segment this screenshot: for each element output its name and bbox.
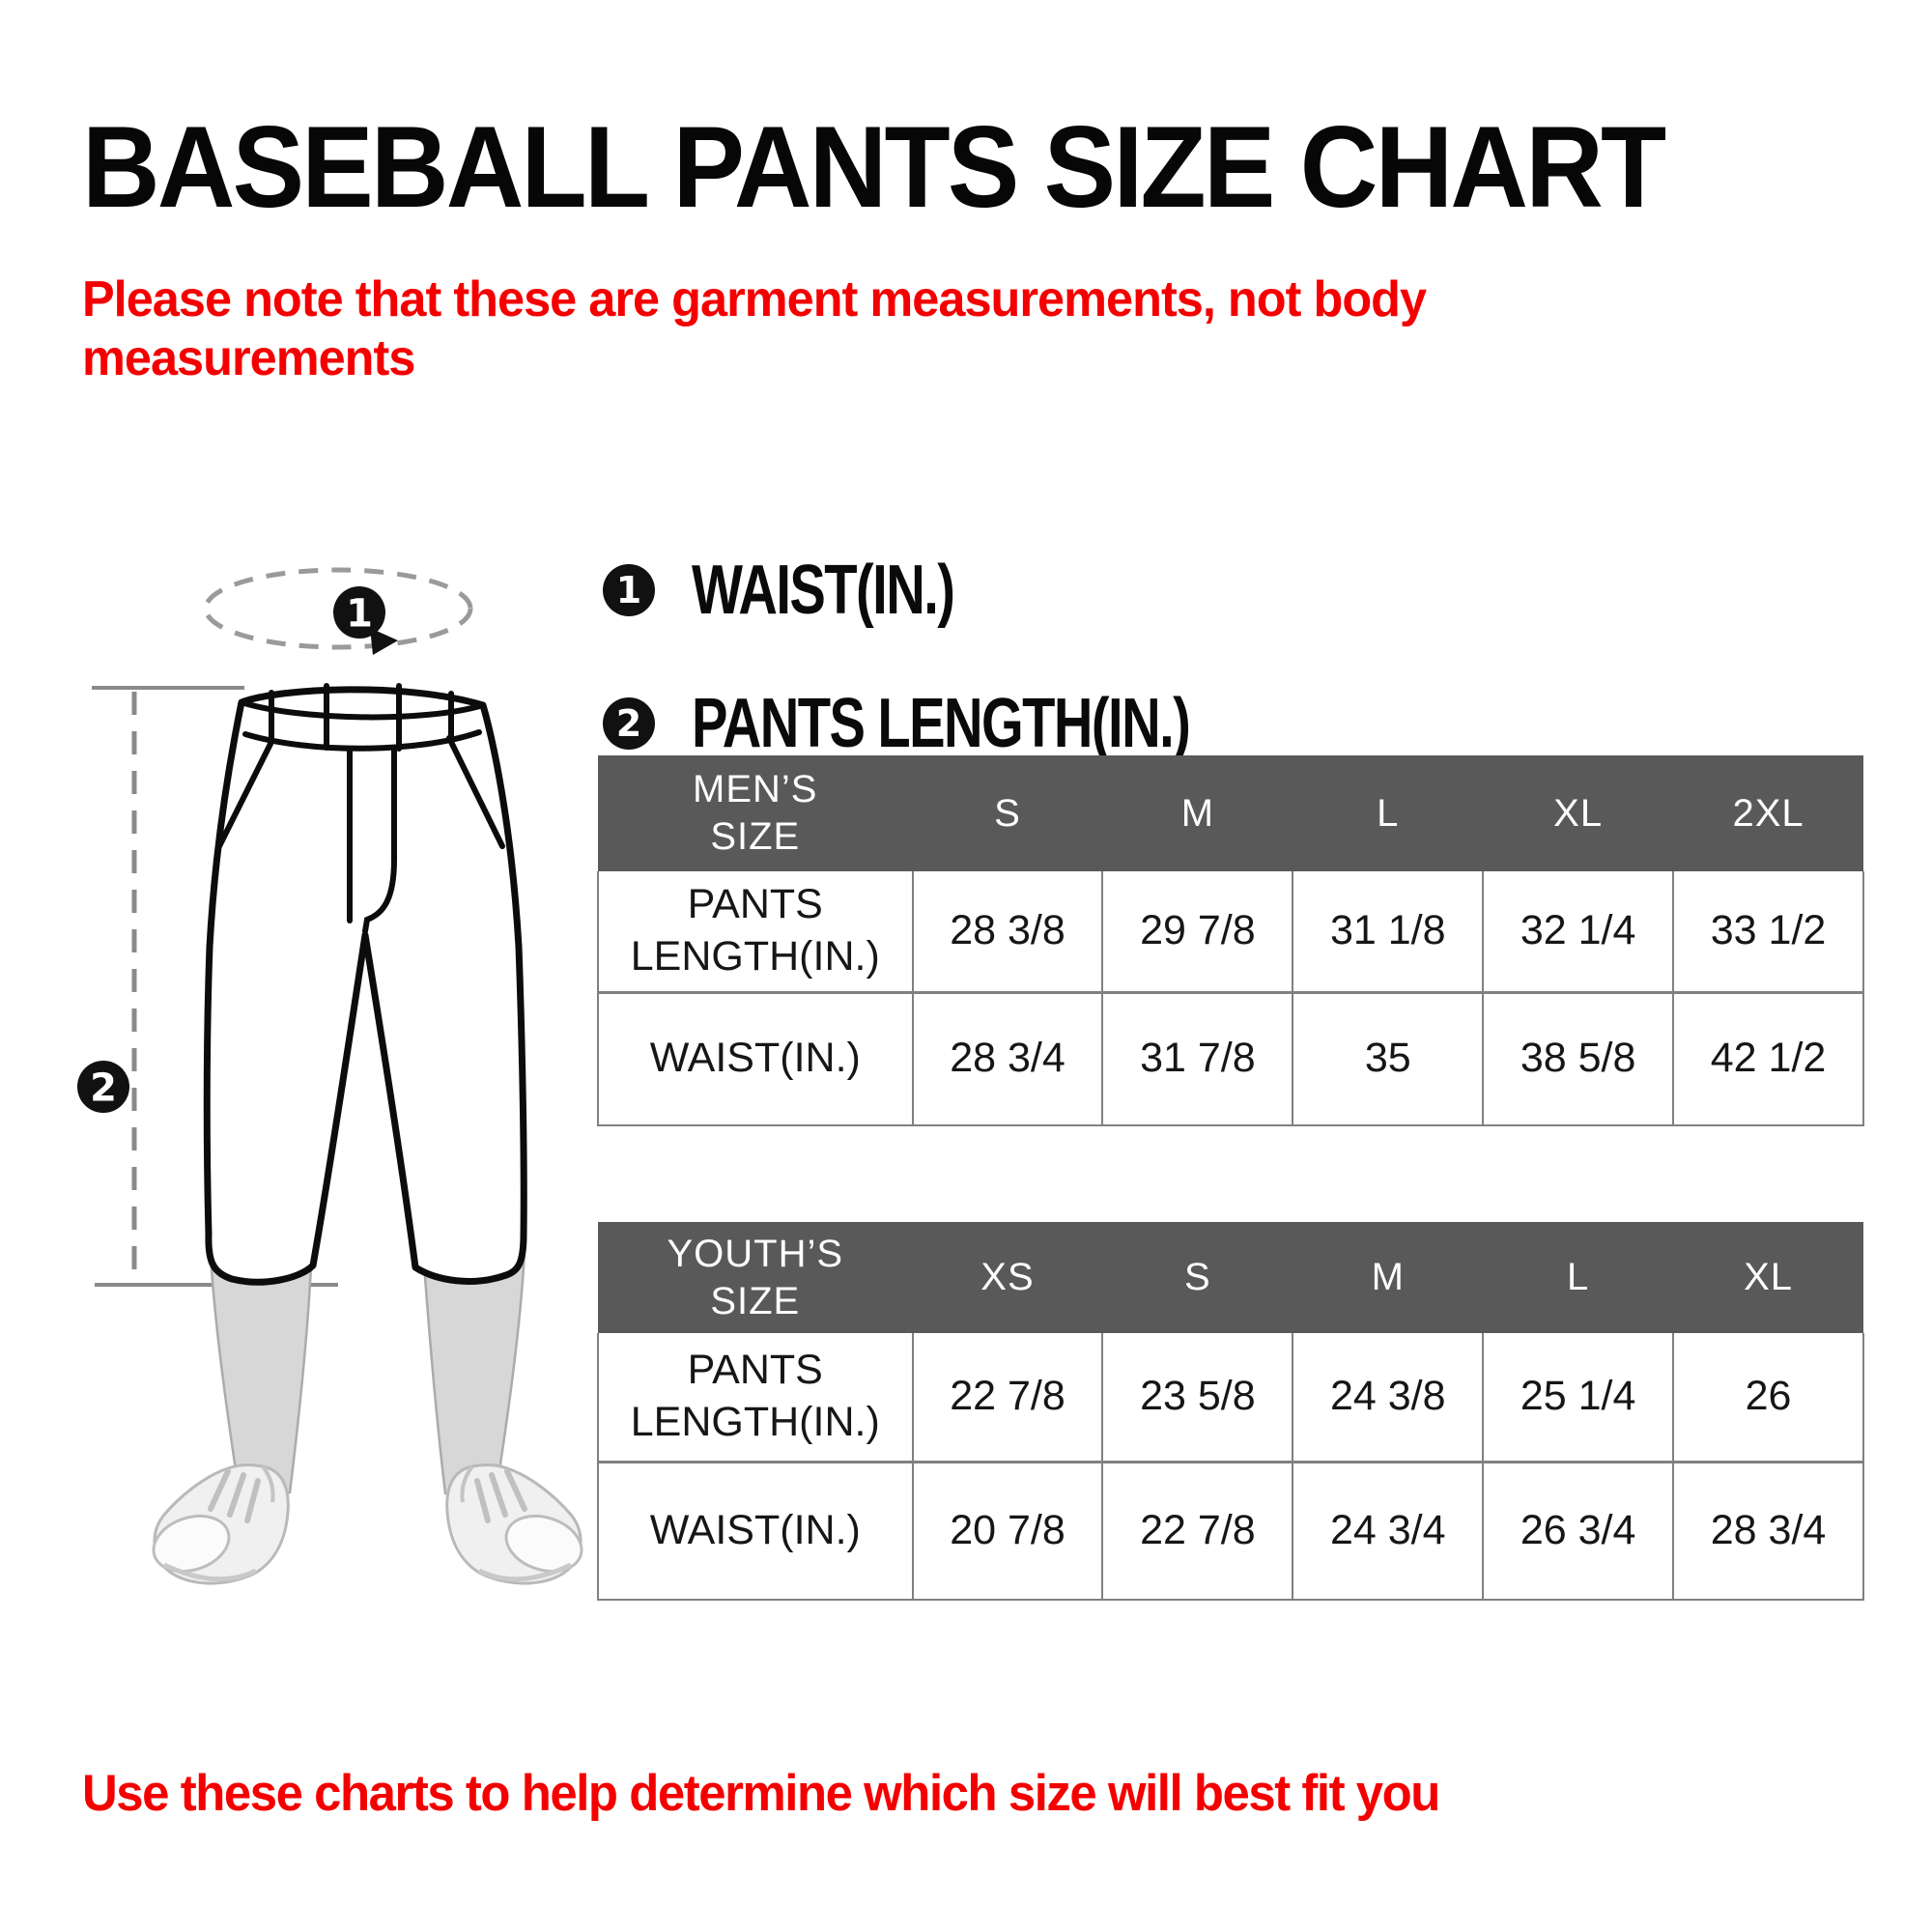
mens-column-header-L: L xyxy=(1293,755,1484,871)
mens-column-header-2XL: 2XL xyxy=(1673,755,1863,871)
youths-cell-r0-c4: 26 xyxy=(1672,1333,1864,1463)
mens-row-0: PANTS LENGTH(IN.) 28 3/8 29 7/8 31 1/8 32 1/… xyxy=(597,871,1864,993)
footer-note: Use these charts to help determine which… xyxy=(82,1765,1440,1822)
page-title: BASEBALL PANTS SIZE CHART xyxy=(82,102,1666,232)
mens-cell-r0-c3: 32 1/4 xyxy=(1482,871,1675,993)
garment-measurement-note: Please note that these are garment measu… xyxy=(82,271,1427,387)
youths-cell-r1-c1: 22 7/8 xyxy=(1101,1460,1294,1601)
youths-cell-r0-c2: 24 3/8 xyxy=(1292,1333,1485,1463)
youths-cell-r0-c3: 25 1/4 xyxy=(1482,1333,1675,1463)
youths-column-header-L: L xyxy=(1483,1222,1674,1333)
left-sneaker xyxy=(152,1463,290,1585)
youths-cell-r1-c3: 26 3/4 xyxy=(1482,1460,1675,1601)
pants-measurement-diagram: 1 2 xyxy=(77,567,583,1585)
youths-cell-r1-c4: 28 3/4 xyxy=(1672,1460,1864,1601)
youths-column-header-M: M xyxy=(1293,1222,1484,1333)
mens-row-1: WAIST(IN.) 28 3/4 31 7/8 35 38 5/8 42 1/2 xyxy=(597,990,1864,1126)
pocket-seams xyxy=(216,735,505,849)
youths-size-table: YOUTH’S SIZE XS S M L XL PANTS LENGTH(IN.) 22 7… xyxy=(597,1222,1864,1601)
right-sock xyxy=(422,1249,526,1501)
legend-item-pants-length: 2 PANTS LENGTH(IN.) xyxy=(603,684,1330,763)
mens-column-header-XL: XL xyxy=(1483,755,1674,871)
youths-column-header-XS: XS xyxy=(912,1222,1103,1333)
mens-corner-label: MEN’S SIZE xyxy=(598,755,913,871)
svg-text:1: 1 xyxy=(346,591,373,636)
youths-row-0: PANTS LENGTH(IN.) 22 7/8 23 5/8 24 3/8 25 1/… xyxy=(597,1333,1864,1463)
measurement-legend: 1 WAIST(IN.) 2 PANTS LENGTH(IN.) xyxy=(603,551,1330,817)
mens-column-header-M: M xyxy=(1102,755,1293,871)
mens-size-table: MEN’S SIZE S M L XL 2XL PANTS LENGTH(IN.) 28 3/… xyxy=(597,755,1864,1126)
marker-1-badge: 1 xyxy=(333,586,385,639)
youths-column-header-XL: XL xyxy=(1673,1222,1863,1333)
number-1-badge: 1 xyxy=(603,564,655,616)
mens-cell-r1-c3: 38 5/8 xyxy=(1482,990,1675,1126)
legend-label-pants-length: PANTS LENGTH(IN.) xyxy=(692,685,1191,762)
youths-row-label-1: WAIST(IN.) xyxy=(597,1460,914,1601)
mens-cell-r1-c1: 31 7/8 xyxy=(1101,990,1294,1126)
mens-row-label-0: PANTS LENGTH(IN.) xyxy=(597,871,914,993)
youths-cell-r1-c2: 24 3/4 xyxy=(1292,1460,1485,1601)
mens-row-label-1: WAIST(IN.) xyxy=(597,990,914,1126)
youths-cell-r1-c0: 20 7/8 xyxy=(911,1460,1104,1601)
waist-arrow-icon xyxy=(370,628,398,655)
youths-cell-r0-c0: 22 7/8 xyxy=(911,1333,1104,1463)
left-sock xyxy=(209,1252,313,1500)
waist-circumference-ellipse xyxy=(203,567,473,650)
marker-2-badge: 2 xyxy=(77,1061,129,1113)
mens-column-header-S: S xyxy=(912,755,1103,871)
mens-cell-r0-c1: 29 7/8 xyxy=(1101,871,1294,993)
right-sneaker xyxy=(445,1463,583,1585)
youths-row-label-0: PANTS LENGTH(IN.) xyxy=(597,1333,914,1463)
youths-column-header-S: S xyxy=(1102,1222,1293,1333)
pants-outline xyxy=(203,686,527,1286)
mens-cell-r0-c4: 33 1/2 xyxy=(1672,871,1864,993)
mens-cell-r0-c2: 31 1/8 xyxy=(1292,871,1485,993)
youths-corner-label: YOUTH’S SIZE xyxy=(598,1222,913,1333)
legend-item-waist: 1 WAIST(IN.) xyxy=(603,551,1330,630)
youths-row-1: WAIST(IN.) 20 7/8 22 7/8 24 3/4 26 3/4 28 3/4 xyxy=(597,1460,1864,1601)
legend-label-waist: WAIST(IN.) xyxy=(692,552,955,629)
svg-text:2: 2 xyxy=(90,1065,117,1110)
mens-cell-r1-c0: 28 3/4 xyxy=(911,990,1104,1126)
mens-cell-r1-c4: 42 1/2 xyxy=(1672,990,1864,1126)
mens-cell-r0-c0: 28 3/8 xyxy=(911,871,1104,993)
fly-seam xyxy=(347,746,397,934)
youths-cell-r0-c1: 23 5/8 xyxy=(1101,1333,1294,1463)
number-2-badge: 2 xyxy=(603,697,655,750)
mens-cell-r1-c2: 35 xyxy=(1292,990,1485,1126)
